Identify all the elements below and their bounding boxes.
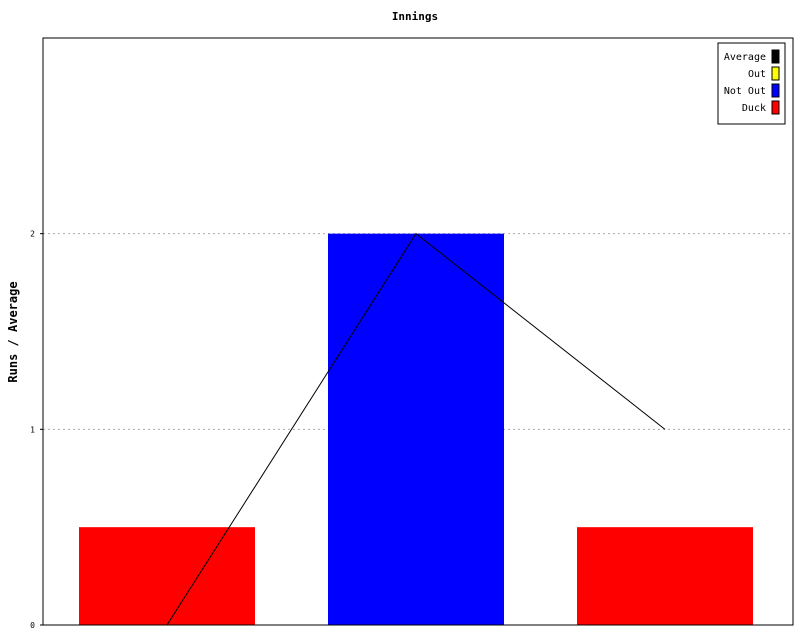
legend-label-0: Average <box>724 52 766 63</box>
legend-swatch-3 <box>771 100 780 115</box>
average-line <box>166 232 666 626</box>
y-axis-label: Runs / Average <box>6 281 20 382</box>
bar-1 <box>79 527 255 625</box>
legend-swatch-2 <box>771 83 780 98</box>
legend-label-1: Out <box>748 69 766 80</box>
bar-2 <box>328 233 504 625</box>
y-tick-labels: 0 1 2 <box>30 230 43 630</box>
y-tick-label-1: 1 <box>30 425 35 434</box>
bars <box>79 233 753 625</box>
legend-label-3: Duck <box>742 103 766 114</box>
plot-frame <box>42 37 794 626</box>
legend-label-2: Not Out <box>724 86 766 97</box>
y-tick-label-0: 0 <box>30 621 35 630</box>
bar-3 <box>577 527 753 625</box>
chart-title: Innings <box>392 10 438 23</box>
average-line-group <box>166 232 666 626</box>
legend-swatch-0 <box>771 49 780 64</box>
legend-swatch-1 <box>771 66 780 81</box>
y-tick-label-2: 2 <box>30 230 35 239</box>
legend: Average Out Not Out Duck <box>717 42 786 125</box>
